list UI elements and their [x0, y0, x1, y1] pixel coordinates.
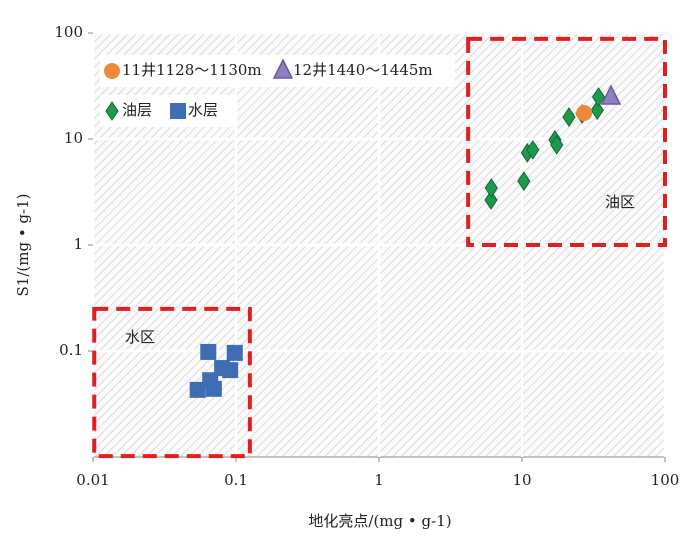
point: [484, 190, 498, 210]
point: [200, 343, 217, 360]
point: [189, 381, 206, 398]
point: [590, 100, 604, 121]
point: [226, 344, 243, 361]
x-tick-label: 1: [374, 471, 384, 489]
region-label: 水区: [125, 328, 155, 346]
x-tick-label: 0.1: [224, 471, 248, 489]
legend-marker: [272, 58, 294, 79]
region-box: [92, 306, 252, 459]
y-tick-label: 0.1: [59, 341, 83, 359]
legend-marker: [170, 103, 186, 119]
region-box: [466, 36, 667, 247]
x-tick-label: 0.01: [76, 471, 109, 489]
point: [576, 104, 593, 121]
legend-marker: [104, 63, 120, 79]
y-axis-label: S1/(mg • g-1): [14, 193, 32, 296]
point: [517, 171, 531, 192]
point: [222, 362, 239, 379]
point: [484, 178, 498, 198]
point: [591, 87, 606, 107]
legend-label: 12井1440～1445m: [293, 61, 433, 79]
point: [205, 380, 222, 397]
x-tick-label: 100: [651, 471, 680, 489]
y-tick-label: 10: [64, 129, 83, 147]
y-tick-label: 100: [54, 23, 83, 41]
legend-bg: [100, 95, 235, 127]
region-label: 油区: [605, 193, 635, 211]
legend-marker: [105, 101, 119, 121]
point: [550, 134, 564, 155]
y-tick-label: 1: [73, 235, 83, 253]
legend-label: 11井1128～1130m: [122, 61, 262, 79]
x-tick-label: 10: [512, 471, 531, 489]
legend-label: 油层: [122, 101, 152, 119]
point: [562, 107, 576, 127]
legend-label: 水层: [188, 101, 218, 119]
point: [600, 84, 622, 105]
x-axis-label: 地化亮点/(mg • g-1): [308, 512, 451, 530]
point: [526, 139, 540, 160]
